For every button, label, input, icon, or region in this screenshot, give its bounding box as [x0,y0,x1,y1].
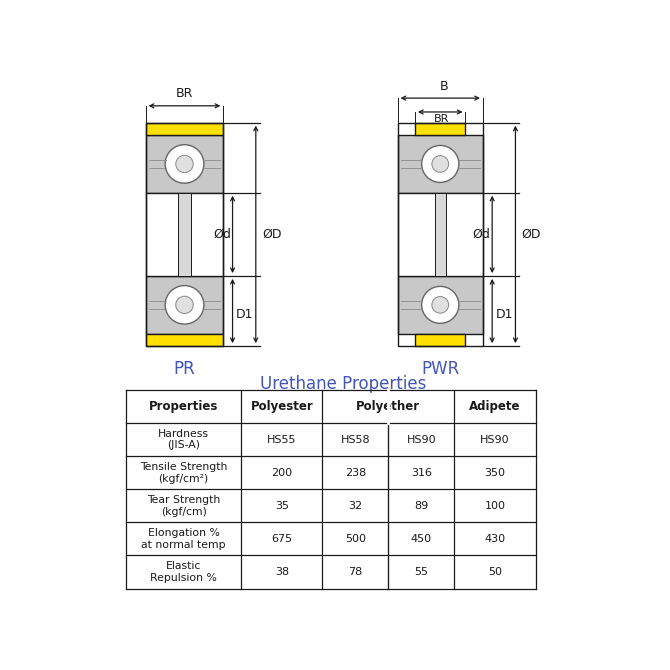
Text: Ød: Ød [473,228,490,241]
Circle shape [165,285,204,324]
Text: ØD: ØD [522,228,541,241]
Text: Elongation %
at normal temp: Elongation % at normal temp [141,528,226,549]
Text: 316: 316 [411,468,431,478]
Text: ØD: ØD [262,228,281,241]
Bar [397,135,483,193]
Bar [435,193,446,276]
Text: 675: 675 [271,534,292,544]
Circle shape [432,297,449,313]
Circle shape [165,145,204,183]
Bar [415,123,466,135]
Bar [146,123,223,135]
Bar [397,193,483,276]
Circle shape [176,296,193,314]
Text: Polyester: Polyester [251,400,313,413]
Text: Elastic
Repulsion %: Elastic Repulsion % [150,561,217,583]
Text: HS58: HS58 [340,435,371,445]
Text: HS55: HS55 [267,435,297,445]
Text: 430: 430 [484,534,505,544]
Circle shape [421,286,459,324]
Text: Ød: Ød [213,228,231,241]
Text: Polyether: Polyether [356,400,420,413]
Text: Adipete: Adipete [469,400,521,413]
Text: B: B [440,80,448,92]
Text: BR: BR [434,113,450,123]
Text: HS90: HS90 [480,435,510,445]
Text: Tensile Strength
(kgf/cm²): Tensile Strength (kgf/cm²) [140,462,227,484]
Text: 350: 350 [484,468,505,478]
Bar [397,123,483,346]
Text: 200: 200 [271,468,292,478]
Bar [146,276,223,334]
Text: PR: PR [174,360,196,378]
Bar [146,193,223,276]
Text: BR: BR [176,87,193,100]
Text: PWR: PWR [421,360,460,378]
Text: D1: D1 [236,308,253,322]
Circle shape [176,155,193,173]
Text: Urethane Properties: Urethane Properties [260,375,427,393]
Text: Hardness
(JIS-A): Hardness (JIS-A) [158,429,209,450]
Text: 500: 500 [345,534,366,544]
Text: 100: 100 [484,500,505,511]
Text: 89: 89 [414,500,428,511]
Text: Properties: Properties [149,400,218,413]
Bar [146,334,223,346]
Text: 50: 50 [488,567,502,577]
Text: 450: 450 [411,534,432,544]
Circle shape [432,155,449,172]
Text: 38: 38 [275,567,289,577]
Text: 35: 35 [275,500,289,511]
Text: HS90: HS90 [407,435,436,445]
Text: 238: 238 [345,468,366,478]
Bar [178,193,191,276]
Text: 55: 55 [414,567,428,577]
Text: 78: 78 [348,567,362,577]
Bar [397,276,483,334]
Bar [415,334,466,346]
Text: 32: 32 [348,500,362,511]
Text: D1: D1 [495,308,513,322]
Text: Tear Strength
(kgf/cm): Tear Strength (kgf/cm) [147,495,220,517]
Bar [146,135,223,193]
Bar [146,123,223,346]
Circle shape [421,145,459,182]
